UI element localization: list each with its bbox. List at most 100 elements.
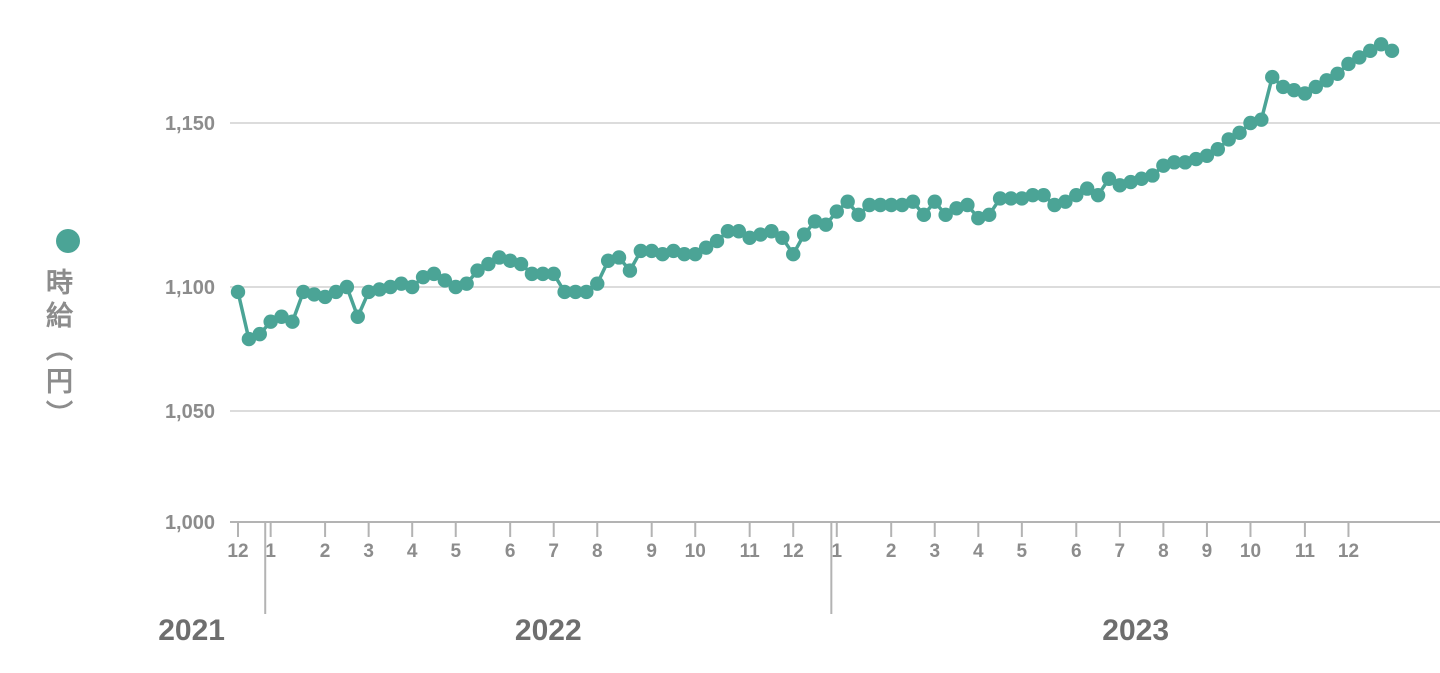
month-tick-label: 1	[265, 541, 276, 562]
data-point	[1232, 125, 1247, 141]
legend-marker-dot	[56, 229, 80, 253]
data-point	[1341, 56, 1356, 72]
data-point	[1363, 43, 1378, 59]
month-tick-label: 3	[363, 541, 374, 562]
data-point	[818, 217, 834, 232]
data-point	[775, 230, 790, 245]
data-point	[1069, 187, 1084, 203]
data-point	[546, 266, 561, 282]
month-tick-label: 2	[320, 541, 331, 562]
year-axis: 2021 2022 2023	[158, 522, 1169, 647]
y-gridlines: 1,150 1,100 1,050 1,000	[165, 113, 1440, 534]
year-label: 2021	[158, 614, 225, 647]
data-point	[361, 284, 376, 300]
data-point	[1090, 187, 1106, 203]
data-point	[862, 197, 877, 213]
month-tick-label: 12	[1338, 541, 1359, 562]
month-tick-label: 4	[407, 541, 418, 562]
data-point	[1112, 178, 1128, 193]
data-point	[285, 314, 300, 329]
data-point	[1297, 86, 1313, 101]
data-points	[230, 37, 1400, 347]
data-point	[524, 266, 540, 282]
data-point	[557, 284, 572, 300]
month-tick-label: 1	[831, 541, 842, 562]
data-point	[1123, 174, 1138, 190]
data-point	[764, 224, 779, 239]
data-point	[611, 250, 627, 265]
data-point	[1275, 79, 1291, 95]
data-point	[1373, 37, 1389, 52]
data-point	[513, 256, 529, 272]
data-point	[470, 263, 485, 278]
data-point	[492, 250, 507, 265]
data-point	[796, 227, 812, 242]
data-point	[688, 247, 703, 262]
data-point	[1003, 191, 1019, 206]
data-point	[1101, 171, 1117, 186]
data-point	[1210, 142, 1226, 157]
data-point	[481, 256, 496, 272]
data-point	[1319, 73, 1334, 88]
data-point	[274, 309, 289, 324]
data-point	[894, 197, 910, 213]
data-point	[992, 191, 1008, 206]
data-point	[307, 287, 322, 302]
data-point	[383, 279, 398, 295]
data-point	[372, 282, 387, 297]
data-point	[600, 253, 616, 268]
data-point	[1079, 181, 1095, 196]
data-point	[971, 210, 986, 226]
data-point	[1308, 79, 1323, 95]
data-point	[1025, 187, 1040, 203]
data-point	[622, 263, 638, 278]
data-point	[230, 284, 246, 300]
data-point	[916, 207, 932, 223]
data-point	[448, 279, 463, 295]
data-point	[633, 243, 649, 259]
data-point	[426, 266, 442, 282]
data-point	[459, 276, 474, 291]
month-tick-label: 6	[505, 541, 516, 562]
data-point	[1036, 187, 1051, 203]
data-point	[437, 273, 453, 288]
data-point	[535, 266, 551, 282]
data-point	[1199, 148, 1215, 163]
month-tick-label: 7	[1115, 541, 1126, 562]
data-point	[1058, 194, 1073, 209]
month-tick-label: 8	[1158, 541, 1169, 562]
data-point	[1352, 50, 1367, 65]
data-point	[1188, 151, 1204, 167]
y-axis-tick-label: 1,050	[165, 401, 215, 423]
series-line	[236, 42, 1394, 341]
data-point	[905, 194, 921, 209]
month-tick-label: 6	[1071, 541, 1082, 562]
data-point	[807, 214, 823, 229]
data-point	[981, 207, 997, 223]
data-point	[949, 201, 964, 216]
data-point	[328, 284, 344, 300]
data-point	[579, 284, 594, 300]
data-point	[655, 247, 670, 262]
data-point	[1330, 66, 1345, 82]
data-point	[720, 224, 736, 239]
data-point	[742, 230, 757, 245]
data-point	[1156, 158, 1171, 173]
data-point	[568, 284, 583, 300]
month-tick-label: 12	[783, 541, 804, 562]
month-tick-label: 2	[886, 541, 897, 562]
month-tick-label: 11	[1295, 541, 1316, 562]
data-point	[698, 240, 714, 255]
data-point	[1254, 112, 1269, 127]
data-point	[1014, 191, 1030, 206]
data-point	[644, 243, 659, 259]
data-point	[709, 233, 725, 249]
data-point	[731, 224, 746, 239]
data-point	[1243, 115, 1258, 131]
month-ticks: 12 1 2 3 4 5 6 7 8 9 10 11 12 1 2 3 4 5 6 7 8 9 10 11 12	[227, 522, 1359, 562]
data-point	[1384, 43, 1400, 59]
data-point	[317, 289, 333, 305]
month-tick-label: 8	[592, 541, 603, 562]
month-tick-label: 11	[740, 541, 761, 562]
data-point	[840, 194, 855, 209]
